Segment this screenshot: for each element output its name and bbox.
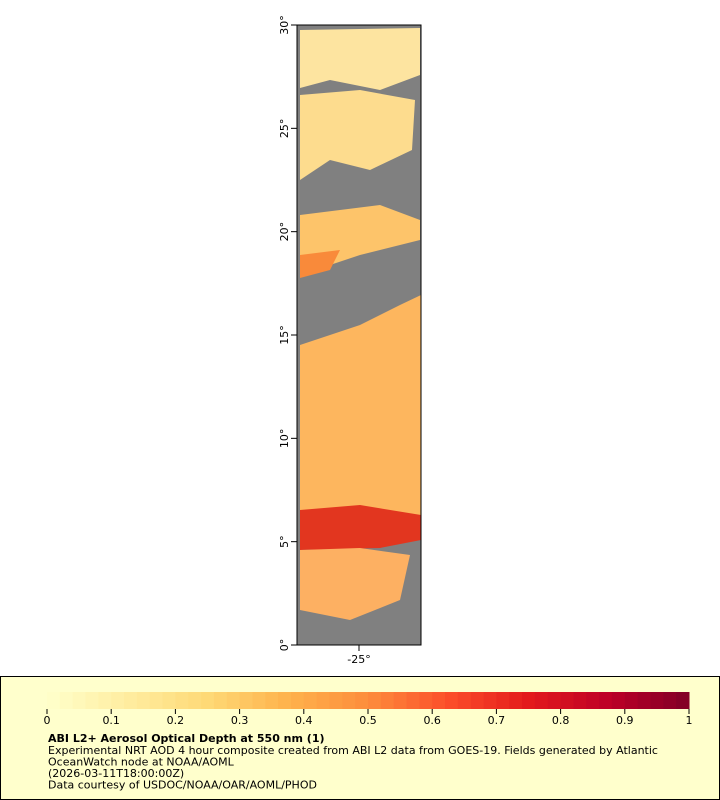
colorbar-cell: [509, 692, 523, 709]
colorbar-cell: [303, 692, 318, 709]
colorbar-cell: [637, 692, 651, 709]
y-tick-label: 20°: [278, 222, 291, 242]
colorbar-cell: [368, 692, 382, 709]
colorbar-tick-label: 1: [686, 714, 693, 727]
colorbar-cell: [355, 692, 369, 709]
colorbar-cell: [611, 692, 626, 709]
colorbar-tick-label: 0.9: [616, 714, 634, 727]
colorbar-cell: [342, 692, 356, 709]
legend-line: Data courtesy of USDOC/NOAA/OAR/AOML/PHO…: [48, 779, 317, 792]
colorbar-cell: [432, 692, 446, 709]
colorbar-cell: [136, 692, 151, 709]
colorbar-cell: [98, 692, 112, 709]
colorbar-cell: [624, 692, 639, 709]
y-tick-label: 15°: [278, 325, 291, 345]
legend-line: OceanWatch node at NOAA/AOML: [48, 756, 235, 769]
aerosol-band-high: [300, 505, 421, 550]
colorbar-cell: [676, 692, 690, 709]
aerosol-patch: [300, 548, 410, 620]
colorbar-cell: [175, 692, 189, 709]
colorbar-cell: [226, 692, 241, 709]
colorbar-cell: [47, 692, 61, 709]
colorbar-cell: [265, 692, 279, 709]
colorbar-cell: [393, 692, 408, 709]
aerosol-patch: [300, 90, 415, 180]
colorbar-cell: [278, 692, 292, 709]
colorbar-tick-label: 0.6: [423, 714, 441, 727]
colorbar-cell: [445, 692, 459, 709]
colorbar-cell: [59, 692, 74, 709]
colorbar-cell: [650, 692, 664, 709]
colorbar-cell: [457, 692, 472, 709]
colorbar-cell: [483, 692, 497, 709]
colorbar-cell: [470, 692, 485, 709]
colorbar-cell: [663, 692, 677, 709]
colorbar-cell: [534, 692, 549, 709]
colorbar-cell: [252, 692, 266, 709]
y-tick-label: 30°: [278, 15, 291, 35]
colorbar-cell: [547, 692, 562, 709]
y-tick-label: 10°: [278, 429, 291, 449]
aerosol-patch: [300, 28, 420, 90]
colorbar-cell: [162, 692, 176, 709]
colorbar-cell: [85, 692, 99, 709]
colorbar-cell: [496, 692, 510, 709]
colorbar-cell: [213, 692, 228, 709]
colorbar-cell: [329, 692, 343, 709]
colorbar-cell: [290, 692, 305, 709]
colorbar-tick-label: 0.7: [488, 714, 506, 727]
colorbar-cell: [406, 692, 420, 709]
colorbar-tick-label: 0.1: [102, 714, 120, 727]
colorbar-tick-label: 0.3: [231, 714, 249, 727]
y-tick-label: 25°: [278, 119, 291, 139]
legend-line: (2026-03-11T18:00:00Z): [48, 767, 184, 780]
colorbar-cell: [201, 692, 215, 709]
colorbar-cell: [599, 692, 613, 709]
colorbar-cell: [188, 692, 202, 709]
colorbar-cell: [149, 692, 164, 709]
colorbar-cell: [124, 692, 138, 709]
colorbar-cell: [522, 692, 536, 709]
colorbar-cell: [586, 692, 600, 709]
colorbar-cell: [380, 692, 395, 709]
y-tick-label: 0°: [278, 639, 291, 652]
aerosol-patch: [300, 250, 340, 278]
colorbar-cell: [560, 692, 574, 709]
colorbar-tick-label: 0.4: [295, 714, 313, 727]
x-tick-label: -25°: [347, 653, 370, 666]
colorbar-tick-label: 0.8: [552, 714, 570, 727]
colorbar-cell: [72, 692, 87, 709]
legend-line: Experimental NRT AOD 4 hour composite cr…: [48, 744, 658, 757]
y-tick-label: 5°: [278, 535, 291, 548]
aerosol-band: [300, 295, 421, 530]
colorbar-cell: [239, 692, 253, 709]
colorbar-tick-label: 0: [44, 714, 51, 727]
colorbar-cell: [573, 692, 587, 709]
colorbar-cell: [419, 692, 433, 709]
map-image: [296, 24, 422, 646]
colorbar-cell: [316, 692, 330, 709]
legend-title: ABI L2+ Aerosol Optical Depth at 550 nm …: [48, 732, 325, 745]
colorbar-tick-label: 0.2: [167, 714, 185, 727]
colorbar-cell: [111, 692, 125, 709]
colorbar-tick-label: 0.5: [359, 714, 377, 727]
